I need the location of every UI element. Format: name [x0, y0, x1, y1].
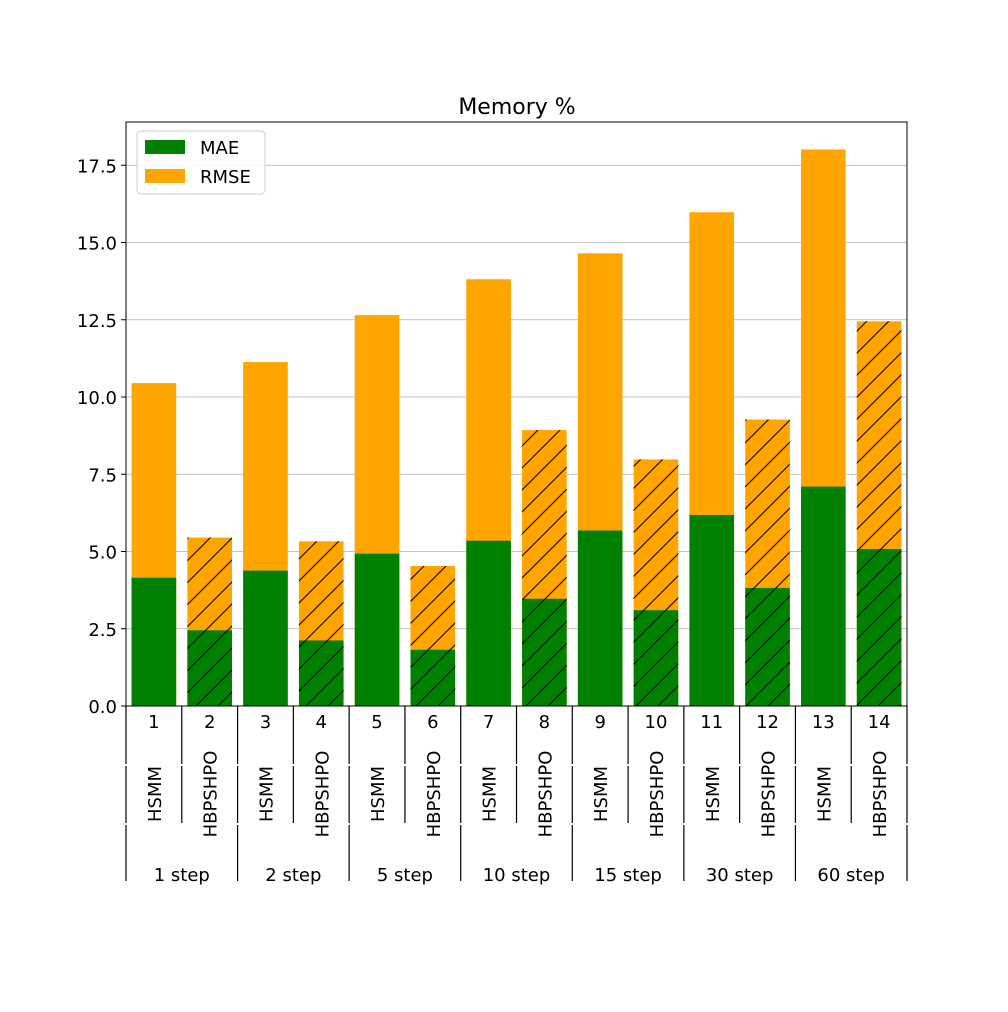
y-tick-label: 5.0: [88, 543, 117, 564]
method-label: HBPSHPO: [312, 751, 333, 838]
legend-swatch-rmse: [145, 169, 185, 183]
group-label: 5 step: [377, 865, 433, 886]
method-label: HSMM: [480, 766, 501, 822]
mae-bar: [131, 577, 177, 706]
x-tick-label: 2: [204, 712, 215, 733]
legend-swatch-mae: [145, 140, 185, 154]
y-tick-label: 15.0: [77, 234, 117, 255]
method-label: HBPSHPO: [535, 751, 556, 838]
method-label: HSMM: [591, 766, 612, 822]
bar-hatch: [187, 537, 232, 706]
y-tick-label: 10.0: [77, 388, 117, 409]
bar-layer: [131, 149, 902, 707]
mae-bar: [466, 540, 511, 706]
method-label: HSMM: [256, 766, 277, 822]
bar-hatch: [522, 430, 567, 706]
y-tick-label: 12.5: [77, 311, 117, 332]
x-tick-label: 11: [700, 712, 723, 733]
method-label: HSMM: [814, 766, 835, 822]
method-label: HBPSHPO: [424, 751, 445, 838]
x-tick-label: 3: [260, 712, 271, 733]
mae-bar: [354, 553, 400, 706]
y-tick-label: 17.5: [77, 156, 117, 177]
bar-hatch: [633, 459, 679, 706]
x-tick-label: 1: [148, 712, 159, 733]
bar-hatch: [856, 321, 902, 706]
y-tick-label: 0.0: [88, 697, 117, 718]
y-tick-label: 2.5: [88, 620, 117, 641]
group-label: 1 step: [154, 865, 210, 886]
x-tick-label: 8: [539, 712, 550, 733]
x-tick-label: 6: [427, 712, 438, 733]
method-label: HBPSHPO: [759, 751, 780, 838]
chart-title: Memory %: [458, 95, 575, 120]
mae-bar: [689, 515, 735, 706]
x-tick-label: 13: [812, 712, 835, 733]
mae-bar: [801, 486, 846, 706]
method-label: HBPSHPO: [647, 751, 668, 838]
x-tick-label: 14: [868, 712, 891, 733]
group-label: 10 step: [483, 865, 551, 886]
x-tick-label: 12: [756, 712, 779, 733]
x-tick-label: 7: [483, 712, 494, 733]
x-tick-label: 4: [316, 712, 327, 733]
x-tick-label: 5: [371, 712, 382, 733]
group-label: 2 step: [265, 865, 321, 886]
method-label: HBPSHPO: [201, 751, 222, 838]
bar-hatch: [298, 541, 344, 706]
method-label: HSMM: [703, 766, 724, 822]
legend-label-mae: MAE: [200, 138, 239, 159]
y-tick-label: 7.5: [88, 465, 117, 486]
method-label: HBPSHPO: [870, 751, 891, 838]
legend-label-rmse: RMSE: [200, 167, 251, 188]
group-label: 60 step: [817, 865, 885, 886]
axis-layer: 0.0 2.5 5.0 7.5 10.0 12.5 15.0 17.5 1 HSMM 2 HBPSHP…: [77, 121, 908, 886]
x-tick-label: 10: [645, 712, 668, 733]
legend: MAE RMSE: [136, 130, 266, 195]
bar-hatch: [410, 566, 456, 706]
mae-bar: [577, 530, 623, 706]
group-label: 15 step: [594, 865, 662, 886]
bar-hatch: [745, 419, 790, 706]
group-label: 30 step: [706, 865, 774, 886]
method-label: HSMM: [145, 766, 166, 822]
method-label: HSMM: [368, 766, 389, 822]
x-tick-label: 9: [594, 712, 605, 733]
mae-bar: [243, 570, 288, 706]
